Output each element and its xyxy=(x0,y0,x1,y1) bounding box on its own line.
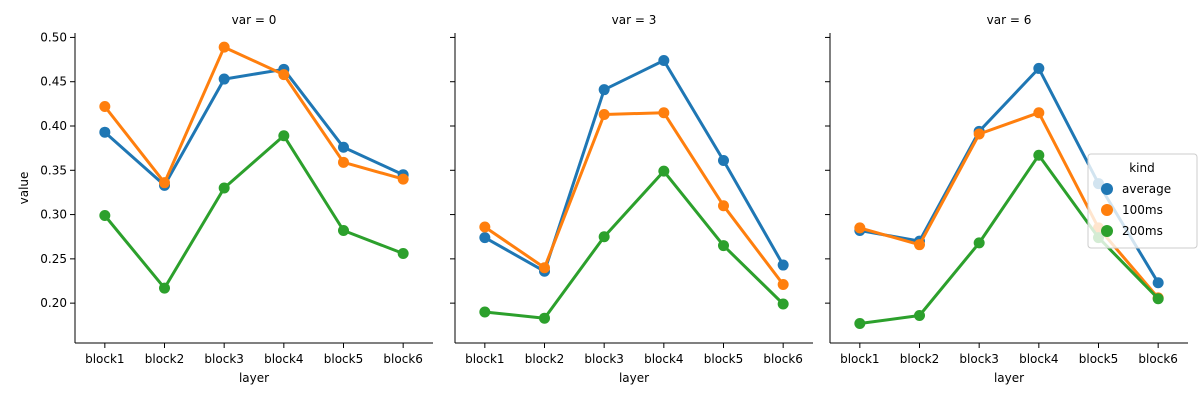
legend-marker-200ms xyxy=(1101,225,1113,237)
series-line-average xyxy=(483,59,785,273)
series-line-200ms xyxy=(103,134,405,290)
x-tick-label: block2 xyxy=(145,352,184,366)
data-point-average xyxy=(718,155,729,167)
legend-label-100ms: 100ms xyxy=(1122,203,1163,217)
data-point-average xyxy=(598,84,610,96)
data-point-100ms xyxy=(973,128,985,140)
x-tick-label: block6 xyxy=(763,352,802,366)
data-point-200ms xyxy=(397,248,409,260)
data-point-100ms xyxy=(479,221,491,233)
data-point-average xyxy=(1152,277,1164,289)
x-tick-label: block4 xyxy=(264,352,303,366)
data-point-100ms xyxy=(278,69,290,81)
data-point-100ms xyxy=(338,156,349,168)
x-tick-label: block6 xyxy=(1138,352,1177,366)
x-tick-label: block2 xyxy=(900,352,939,366)
data-point-100ms xyxy=(99,101,111,113)
y-tick-label: 0.30 xyxy=(40,208,67,222)
data-point-200ms xyxy=(159,282,170,294)
y-axis-title: value xyxy=(17,172,31,205)
data-point-average xyxy=(218,73,230,85)
data-point-average xyxy=(99,126,111,138)
data-point-200ms xyxy=(854,318,866,330)
x-tick-label: block3 xyxy=(204,352,243,366)
panel-title: var = 3 xyxy=(612,13,657,27)
series-line-100ms xyxy=(103,45,405,185)
series-line-100ms xyxy=(483,111,785,286)
data-point-200ms xyxy=(658,165,670,177)
legend-label-200ms: 200ms xyxy=(1122,224,1163,238)
data-point-average xyxy=(338,141,349,153)
y-tick-label: 0.20 xyxy=(40,296,67,310)
y-tick-label: 0.25 xyxy=(40,252,67,266)
data-point-average xyxy=(1033,62,1045,74)
x-tick-label: block1 xyxy=(465,352,504,366)
panel-1: var = 3 block1 block2 block3 block4 block5 blo… xyxy=(450,13,813,385)
y-tick-label: 0.45 xyxy=(40,75,67,89)
x-tick-label: block4 xyxy=(644,352,683,366)
x-axis-title: layer xyxy=(619,371,649,385)
legend-marker-average xyxy=(1101,183,1113,195)
data-point-200ms xyxy=(99,209,111,221)
data-point-200ms xyxy=(598,231,610,243)
legend-marker-100ms xyxy=(1101,204,1113,216)
data-point-100ms xyxy=(854,222,866,234)
data-point-100ms xyxy=(658,107,670,119)
data-point-average xyxy=(777,259,789,271)
data-point-100ms xyxy=(218,41,230,53)
panel-0: var = 0 0.20 0.25 0.30 0.35 0.40 0.45 0.50 block… xyxy=(40,13,433,385)
data-point-200ms xyxy=(479,306,491,318)
data-point-200ms xyxy=(973,237,985,249)
y-tick-label: 0.40 xyxy=(40,119,67,133)
data-point-100ms xyxy=(598,108,610,120)
data-point-200ms xyxy=(1152,293,1164,305)
legend-title: kind xyxy=(1129,161,1155,175)
data-point-100ms xyxy=(397,173,409,185)
data-point-100ms xyxy=(718,200,729,212)
data-point-100ms xyxy=(777,279,789,291)
x-axis-title: layer xyxy=(994,371,1024,385)
legend-frame xyxy=(1087,153,1198,249)
data-point-200ms xyxy=(539,312,550,324)
x-tick-label: block2 xyxy=(525,352,564,366)
data-point-100ms xyxy=(539,262,550,274)
data-point-200ms xyxy=(777,298,789,310)
chart-panels: var = 0 0.20 0.25 0.30 0.35 0.40 0.45 0.50 block… xyxy=(17,13,1188,385)
legend: kind average 100ms 200ms xyxy=(1087,153,1198,249)
data-point-200ms xyxy=(1033,149,1045,161)
panel-title: var = 0 xyxy=(232,13,277,27)
series-line-average xyxy=(103,67,405,187)
x-tick-label: block3 xyxy=(584,352,623,366)
x-tick-label: block5 xyxy=(1079,352,1118,366)
x-tick-label: block6 xyxy=(383,352,422,366)
y-tick-label: 0.35 xyxy=(40,163,67,177)
x-tick-label: block1 xyxy=(840,352,879,366)
data-point-200ms xyxy=(914,310,925,322)
data-point-100ms xyxy=(914,239,925,251)
x-tick-label: block4 xyxy=(1019,352,1058,366)
legend-label-average: average xyxy=(1122,182,1171,196)
panel-title: var = 6 xyxy=(987,13,1032,27)
x-axis-title: layer xyxy=(239,371,269,385)
data-point-200ms xyxy=(338,225,349,237)
data-point-average xyxy=(479,232,491,244)
series-line-200ms xyxy=(483,169,785,320)
x-tick-label: block3 xyxy=(959,352,998,366)
data-point-200ms xyxy=(218,182,230,194)
x-tick-label: block1 xyxy=(85,352,124,366)
data-point-average xyxy=(658,54,670,66)
data-point-100ms xyxy=(1033,107,1045,119)
y-tick-label: 0.50 xyxy=(40,30,67,44)
x-tick-label: block5 xyxy=(324,352,363,366)
data-point-200ms xyxy=(718,240,729,252)
data-point-200ms xyxy=(278,130,290,142)
x-tick-label: block5 xyxy=(704,352,743,366)
data-point-100ms xyxy=(159,177,170,189)
